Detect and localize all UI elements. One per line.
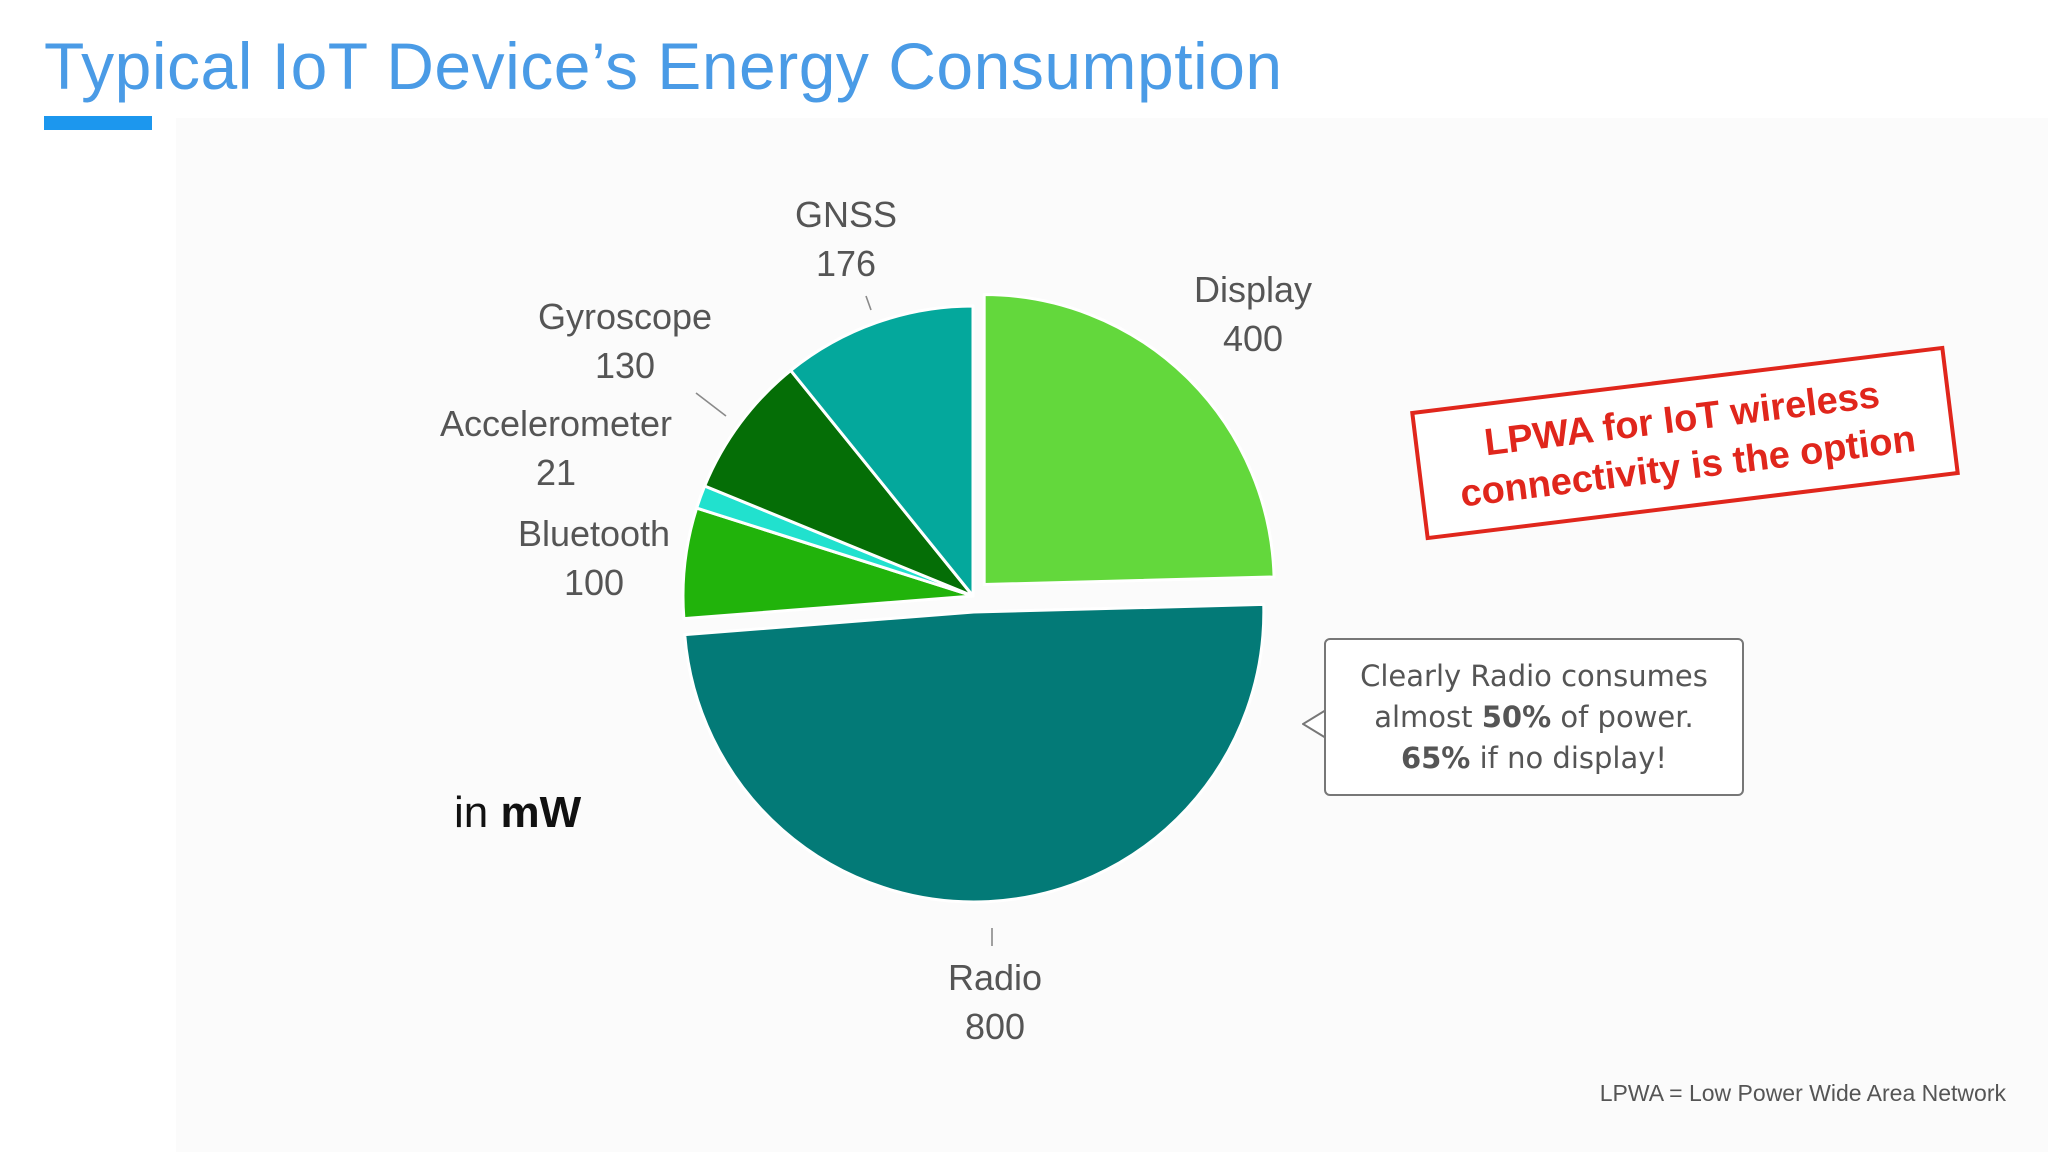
pie-slice-radio	[683, 602, 1266, 904]
leader-line-gnss	[865, 295, 872, 311]
unit-prefix: in	[454, 788, 489, 837]
slide-title: Typical IoT Device’s Energy Consumption	[44, 29, 1283, 103]
slice-label-bluetooth: Bluetooth	[518, 513, 670, 554]
slice-label-gyroscope: Gyroscope	[538, 296, 712, 337]
unit-label: mW	[500, 788, 582, 837]
slice-label-gnss: GNSS	[795, 194, 897, 235]
slice-value-display: 400	[1223, 318, 1283, 359]
callout-percent-50: 50%	[1481, 699, 1552, 734]
callout-percent-65: 65%	[1400, 740, 1471, 775]
pie-slice-display	[982, 293, 1276, 587]
slice-label-accelerometer: Accelerometer	[440, 403, 672, 444]
pie-slice-gyroscope	[703, 368, 975, 598]
slice-value-bluetooth: 100	[564, 562, 624, 603]
slice-label-radio: Radio	[948, 957, 1042, 998]
unit-note: in mW	[454, 788, 581, 838]
callout-line-2: almost 50% of power.	[1374, 699, 1694, 734]
slice-value-radio: 800	[965, 1006, 1025, 1047]
slice-value-accelerometer: 21	[536, 452, 576, 493]
pie-slice-gnss	[789, 304, 975, 598]
slice-value-gyroscope: 130	[595, 345, 655, 386]
footnote: LPWA = Low Power Wide Area Network	[1599, 1080, 2006, 1106]
slice-value-gnss: 176	[816, 243, 876, 284]
leader-line-gyroscope	[695, 392, 727, 417]
title-underline	[44, 116, 152, 130]
callout-box: Clearly Radio consumes almost 50% of pow…	[1324, 638, 1744, 796]
callout-line-1: Clearly Radio consumes	[1360, 658, 1708, 693]
callout-line-3: 65% if no display!	[1400, 740, 1668, 775]
slice-label-display: Display	[1194, 269, 1312, 310]
callout-tail	[1302, 709, 1328, 739]
